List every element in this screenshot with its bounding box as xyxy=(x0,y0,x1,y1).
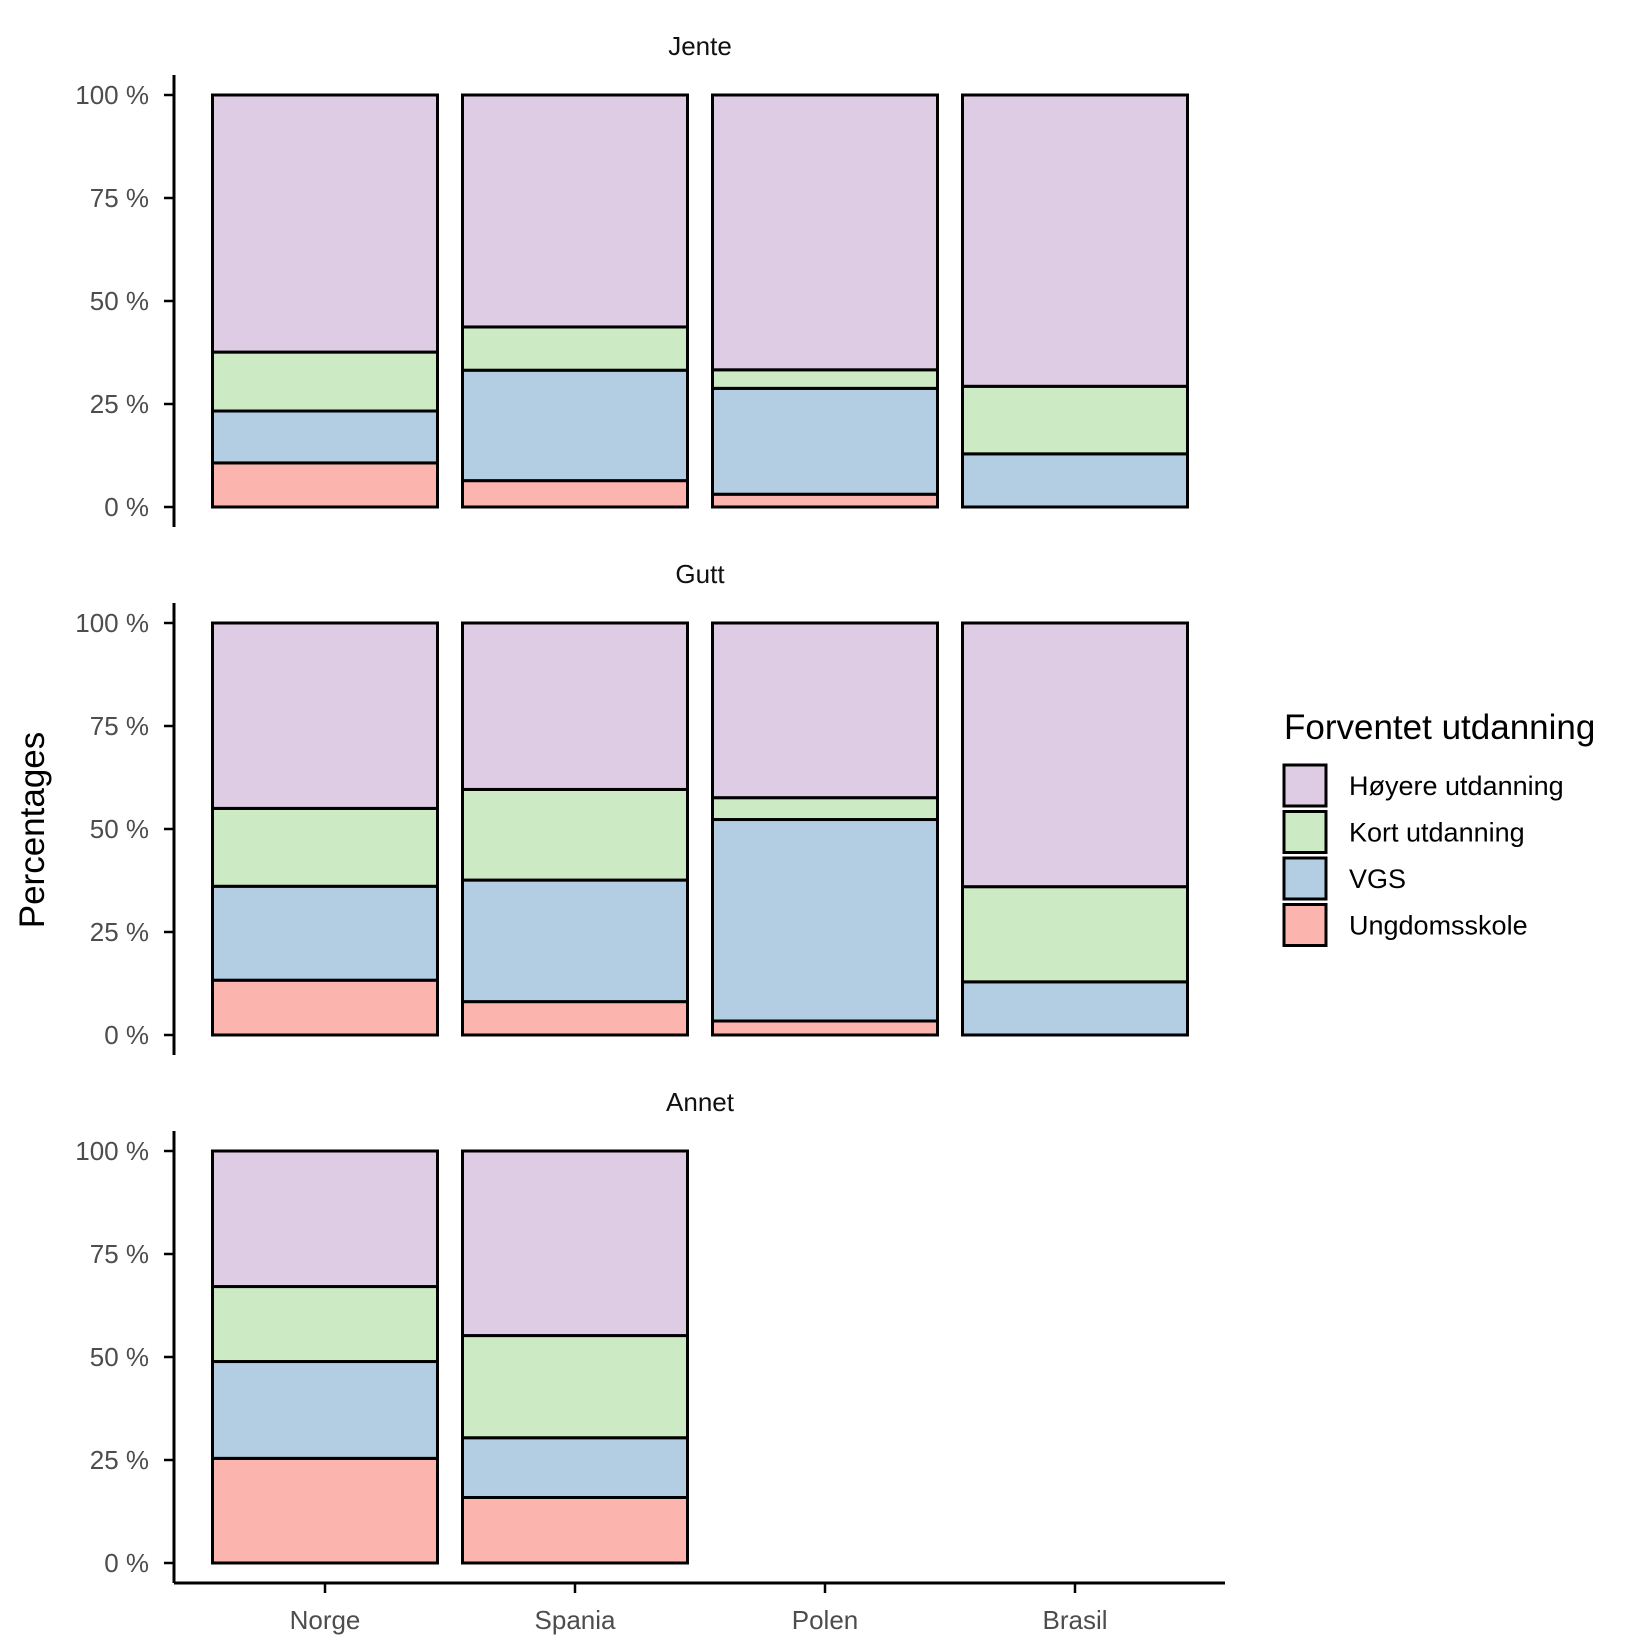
legend-item-hoyere-utdanning: Høyere utdanning xyxy=(1282,763,1564,808)
bar-segment-kort-utdanning xyxy=(461,325,689,372)
bar-segment-ungdomsskole xyxy=(211,461,439,509)
bar-segment-hoyere-utdanning xyxy=(461,93,689,329)
bar-segment-kort-utdanning xyxy=(461,1334,689,1440)
bar-polen xyxy=(711,621,939,1037)
x-tick-label: Polen xyxy=(792,1605,859,1635)
bar-polen xyxy=(711,93,939,509)
bar-segment-hoyere-utdanning xyxy=(211,621,439,810)
bar-segment-kort-utdanning xyxy=(211,350,439,413)
legend-label: Kort utdanning xyxy=(1349,818,1525,848)
y-tick-label: 75 % xyxy=(90,183,149,213)
bar-segment-kort-utdanning xyxy=(211,1285,439,1364)
legend-label: VGS xyxy=(1349,864,1406,894)
y-tick-label: 0 % xyxy=(104,1548,149,1578)
facet-panels: Jente 0 % 25 % 50 % 75 % 100 % Gutt 0 % 25 % 50 %… xyxy=(75,31,1189,1583)
bar-norge xyxy=(211,621,439,1037)
bar-segment-vgs xyxy=(711,818,939,1023)
y-tick-label: 50 % xyxy=(90,286,149,316)
bar-segment-ungdomsskole xyxy=(461,1000,689,1037)
y-axis-title: Percentages xyxy=(13,732,52,929)
x-tick-label: Norge xyxy=(290,1605,361,1635)
y-tick-label: 100 % xyxy=(75,80,149,110)
bar-segment-kort-utdanning xyxy=(961,384,1189,456)
legend-label: Høyere utdanning xyxy=(1349,771,1564,801)
bar-segment-ungdomsskole xyxy=(461,1495,689,1565)
y-tick-label: 25 % xyxy=(90,1445,149,1475)
y-tick-label: 75 % xyxy=(90,711,149,741)
y-tick-label: 25 % xyxy=(90,917,149,947)
y-tick-label: 0 % xyxy=(104,492,149,522)
legend-item-vgs: VGS xyxy=(1282,856,1406,901)
legend: Forventet utdanning Høyere utdanning Kort… xyxy=(1282,708,1595,947)
bar-spania xyxy=(461,1149,689,1565)
x-axis: Norge Spania Polen Brasil xyxy=(174,1581,1225,1635)
bar-segment-hoyere-utdanning xyxy=(211,1149,439,1289)
bar-brasil xyxy=(961,621,1189,1037)
legend-swatch xyxy=(1282,903,1328,947)
facet-title: Annet xyxy=(666,1087,735,1117)
bar-segment-hoyere-utdanning xyxy=(961,93,1189,388)
y-tick-label: 100 % xyxy=(75,1136,149,1166)
bar-segment-kort-utdanning xyxy=(961,885,1189,984)
facet-annet: Annet 0 % 25 % 50 % 75 % 100 % xyxy=(75,1087,735,1583)
legend-items: Høyere utdanning Kort utdanning VGS Ungdoms… xyxy=(1282,763,1564,947)
legend-swatch xyxy=(1282,856,1328,901)
bar-segment-hoyere-utdanning xyxy=(461,621,689,791)
bar-segment-vgs xyxy=(461,878,689,1004)
y-tick-label: 50 % xyxy=(90,814,149,844)
y-tick-label: 50 % xyxy=(90,1342,149,1372)
bar-segment-vgs xyxy=(211,884,439,982)
bar-segment-ungdomsskole xyxy=(461,479,689,509)
legend-item-ungdomsskole: Ungdomsskole xyxy=(1282,903,1528,947)
legend-title: Forventet utdanning xyxy=(1284,708,1595,747)
bar-segment-kort-utdanning xyxy=(461,787,689,882)
bar-segment-hoyere-utdanning xyxy=(461,1149,689,1338)
x-tick-label: Brasil xyxy=(1042,1605,1107,1635)
bar-segment-vgs xyxy=(711,386,939,496)
bar-segment-ungdomsskole xyxy=(711,492,939,509)
facet-gutt: Gutt 0 % 25 % 50 % 75 % 100 % xyxy=(75,559,1189,1055)
bar-segment-vgs xyxy=(961,980,1189,1037)
legend-swatch xyxy=(1282,763,1328,808)
bar-norge xyxy=(211,1149,439,1565)
legend-label: Ungdomsskole xyxy=(1349,911,1528,941)
bar-segment-hoyere-utdanning xyxy=(711,93,939,372)
facet-title: Gutt xyxy=(675,559,725,589)
bar-spania xyxy=(461,621,689,1037)
bar-segment-ungdomsskole xyxy=(211,1456,439,1565)
bar-segment-ungdomsskole xyxy=(711,1019,939,1037)
y-tick-label: 25 % xyxy=(90,389,149,419)
bar-segment-kort-utdanning xyxy=(211,806,439,888)
bar-segment-vgs xyxy=(211,409,439,465)
bar-segment-hoyere-utdanning xyxy=(711,621,939,800)
facet-title: Jente xyxy=(668,31,732,61)
y-tick-label: 100 % xyxy=(75,608,149,638)
bar-segment-vgs xyxy=(461,1436,689,1499)
bar-segment-vgs xyxy=(961,452,1189,509)
bar-norge xyxy=(211,93,439,509)
bar-brasil xyxy=(961,93,1189,509)
bar-segment-kort-utdanning xyxy=(711,368,939,390)
bar-segment-vgs xyxy=(461,368,689,483)
bar-segment-kort-utdanning xyxy=(711,796,939,822)
legend-item-kort-utdanning: Kort utdanning xyxy=(1282,810,1525,854)
bar-segment-vgs xyxy=(211,1360,439,1460)
y-tick-label: 75 % xyxy=(90,1239,149,1269)
bar-segment-hoyere-utdanning xyxy=(211,93,439,354)
facet-jente: Jente 0 % 25 % 50 % 75 % 100 % xyxy=(75,31,1189,527)
bar-spania xyxy=(461,93,689,509)
legend-swatch xyxy=(1282,810,1328,854)
y-tick-label: 0 % xyxy=(104,1020,149,1050)
bar-segment-hoyere-utdanning xyxy=(961,621,1189,889)
bar-segment-ungdomsskole xyxy=(211,978,439,1037)
x-tick-label: Spania xyxy=(535,1605,616,1635)
